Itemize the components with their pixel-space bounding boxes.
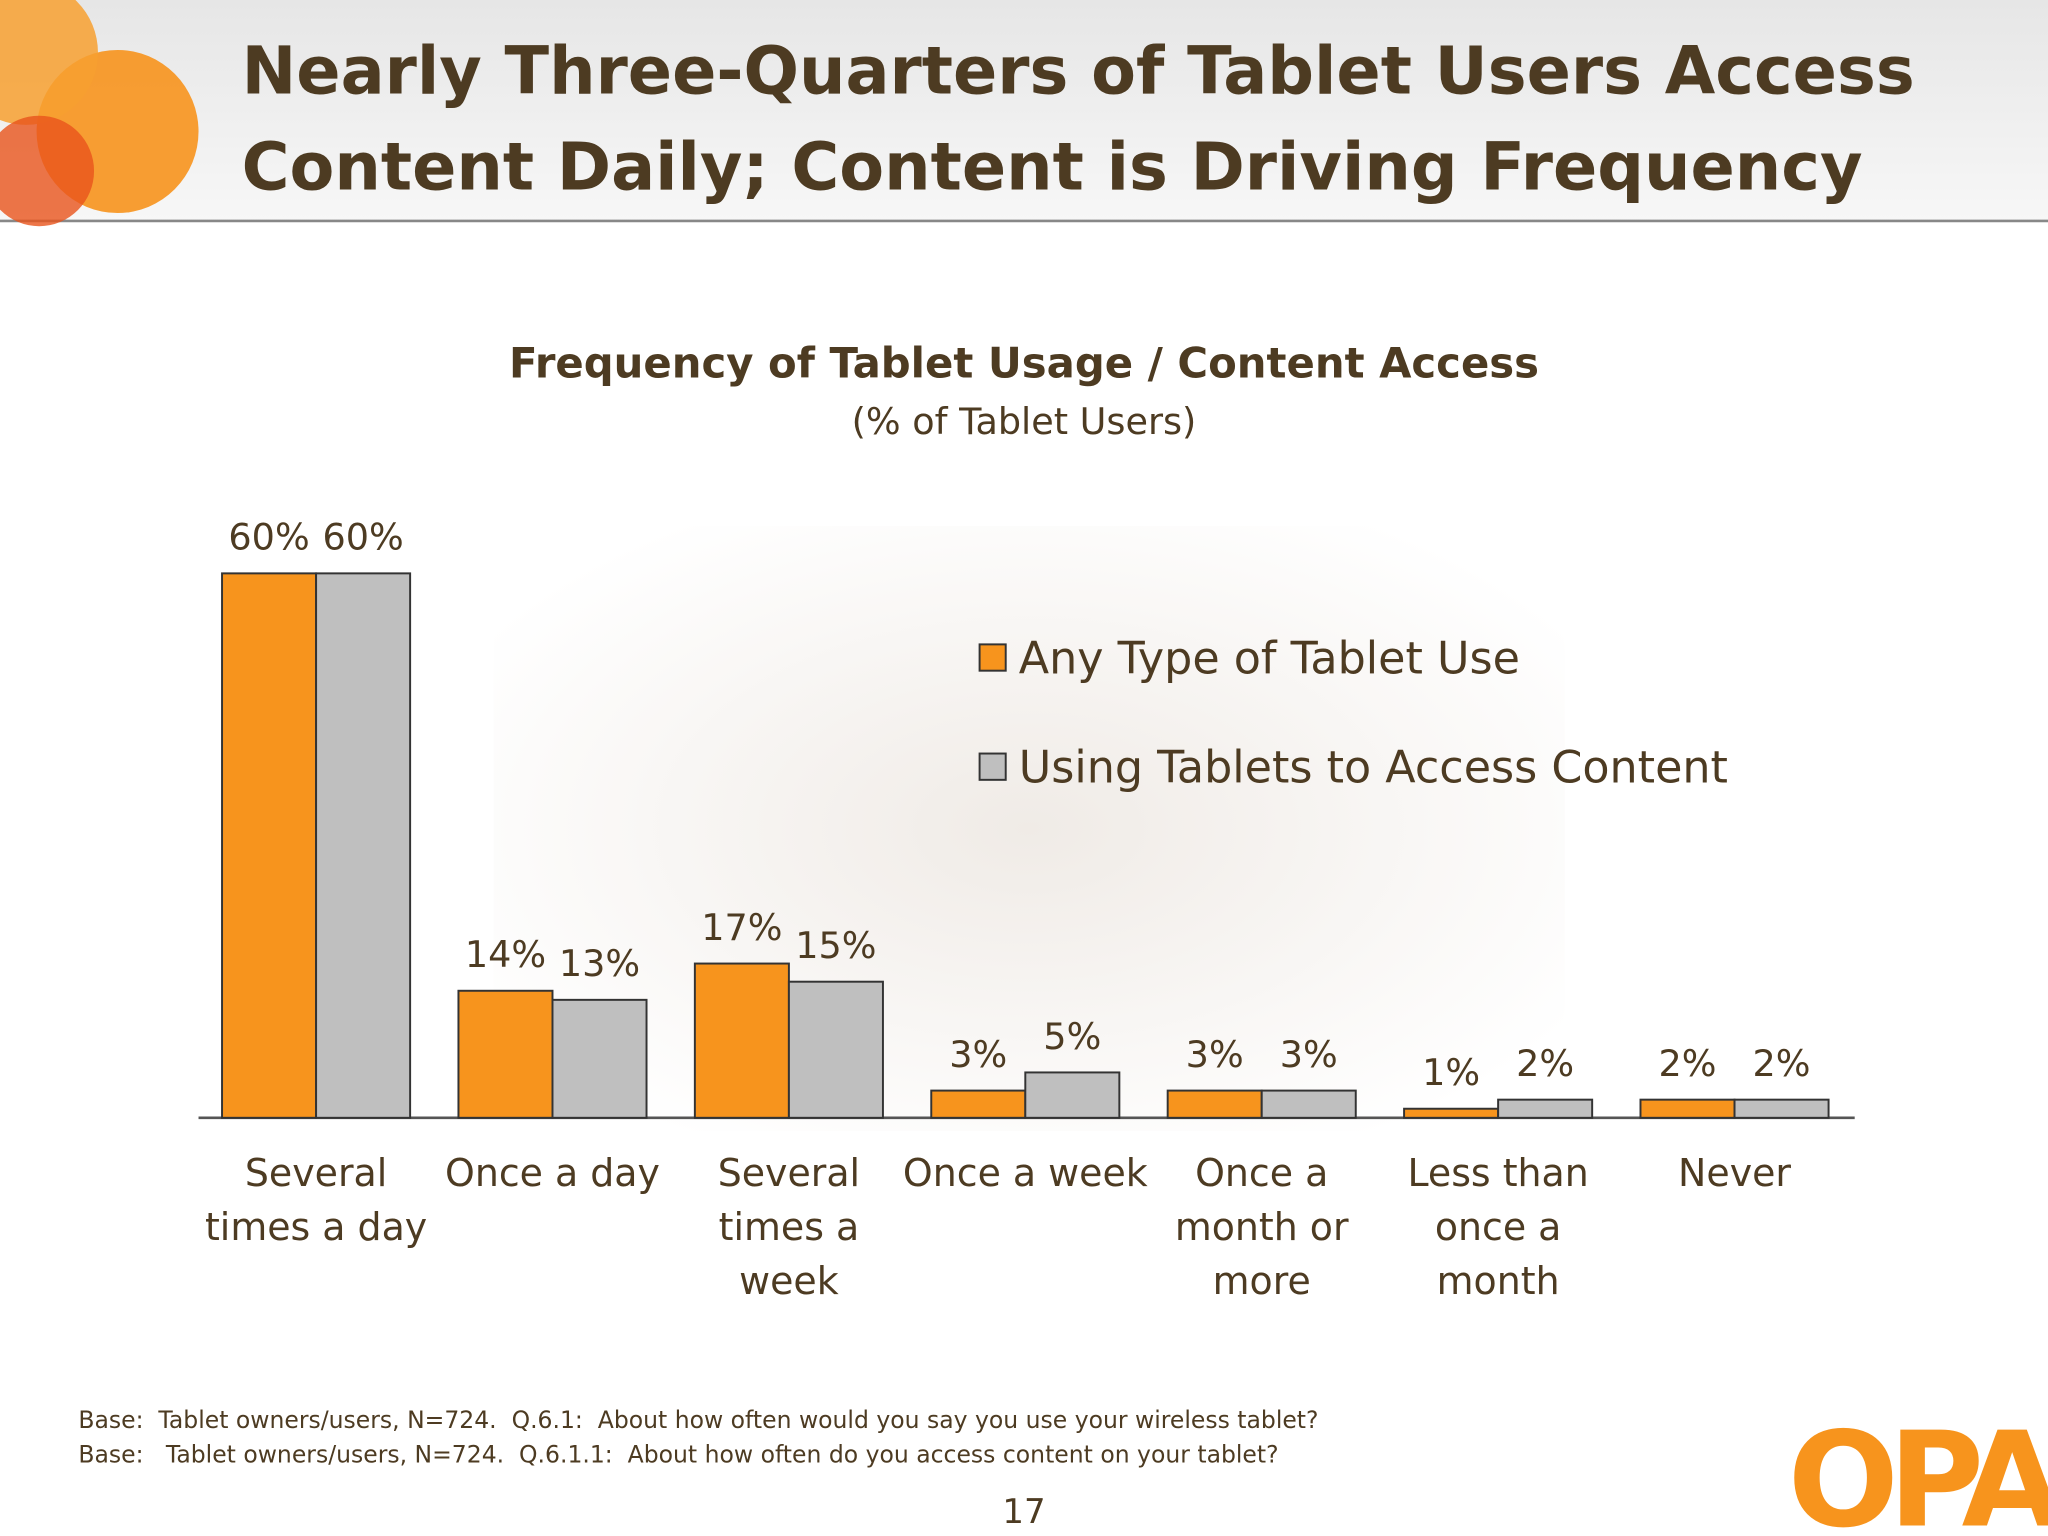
data-label: 2%	[1516, 1042, 1574, 1085]
legend-swatch	[978, 752, 1007, 781]
category-box: Never	[1678, 1150, 1791, 1196]
bar	[315, 572, 412, 1119]
header-band	[0, 0, 2048, 221]
data-label: 3%	[1186, 1033, 1244, 1076]
data-label: 2%	[1753, 1042, 1811, 1085]
x-tick-label: Several times a day	[204, 1150, 428, 1250]
category-box: Once a day	[445, 1150, 660, 1196]
bar	[1733, 1098, 1830, 1119]
data-label: 15%	[795, 924, 876, 967]
x-tick-label: Once a day	[445, 1150, 660, 1196]
data-label: 13%	[559, 942, 640, 985]
logo: OPA	[1788, 1403, 2048, 1536]
data-label: 60%	[322, 516, 403, 559]
category-box: Several times a day	[204, 1150, 428, 1250]
logo-circle	[0, 115, 95, 227]
bar	[551, 998, 648, 1119]
bar	[1403, 1107, 1500, 1119]
category-box: Several times a week	[717, 1150, 861, 1304]
x-tick-label: Once a week	[902, 1150, 1148, 1196]
bar	[1166, 1089, 1263, 1119]
logo-circle	[0, 0, 98, 125]
data-label: 14%	[465, 933, 546, 976]
footnote: Base: Tablet owners/users, N=724. Q.6.1:…	[78, 1406, 1318, 1434]
x-tick-label: Less than once a month	[1407, 1150, 1589, 1304]
bar	[1497, 1098, 1594, 1119]
legend-swatch	[978, 643, 1007, 672]
data-label: 2%	[1659, 1042, 1717, 1085]
page-number: 17	[1002, 1492, 1045, 1532]
bar	[221, 572, 318, 1119]
footnote: Base: Tablet owners/users, N=724. Q.6.1.…	[78, 1440, 1278, 1468]
data-label: 1%	[1422, 1051, 1480, 1094]
data-label: 3%	[949, 1033, 1007, 1076]
data-label: 17%	[701, 906, 782, 949]
bar	[457, 989, 554, 1119]
category-box: Once a week	[902, 1150, 1148, 1196]
data-label: 60%	[228, 516, 309, 559]
x-tick-label: Never	[1678, 1150, 1791, 1196]
data-label: 3%	[1280, 1033, 1338, 1076]
data-label: 5%	[1043, 1015, 1101, 1058]
chart-subtitle: (% of Tablet Users)	[852, 400, 1197, 443]
x-tick-label: Several times a week	[717, 1150, 861, 1304]
x-tick-label: Once a month or more	[1174, 1150, 1349, 1304]
chart-title: Frequency of Tablet Usage / Content Acce…	[509, 338, 1539, 387]
bar	[1024, 1071, 1121, 1119]
bar	[787, 980, 884, 1119]
legend-label: Any Type of Tablet Use	[1019, 632, 1520, 684]
slide-title-box: Nearly Three-Quarters of Tablet Users Ac…	[241, 32, 1915, 206]
bar	[693, 962, 790, 1119]
legend-label: Using Tablets to Access Content	[1019, 741, 1728, 793]
category-box: Once a month or more	[1174, 1150, 1349, 1304]
category-box: Less than once a month	[1407, 1150, 1589, 1304]
bar	[1639, 1098, 1736, 1119]
bar	[930, 1089, 1027, 1119]
slide-title: Nearly Three-Quarters of Tablet Users Ac…	[241, 32, 1915, 206]
bar	[1260, 1089, 1357, 1119]
background-photo	[493, 526, 1565, 1131]
